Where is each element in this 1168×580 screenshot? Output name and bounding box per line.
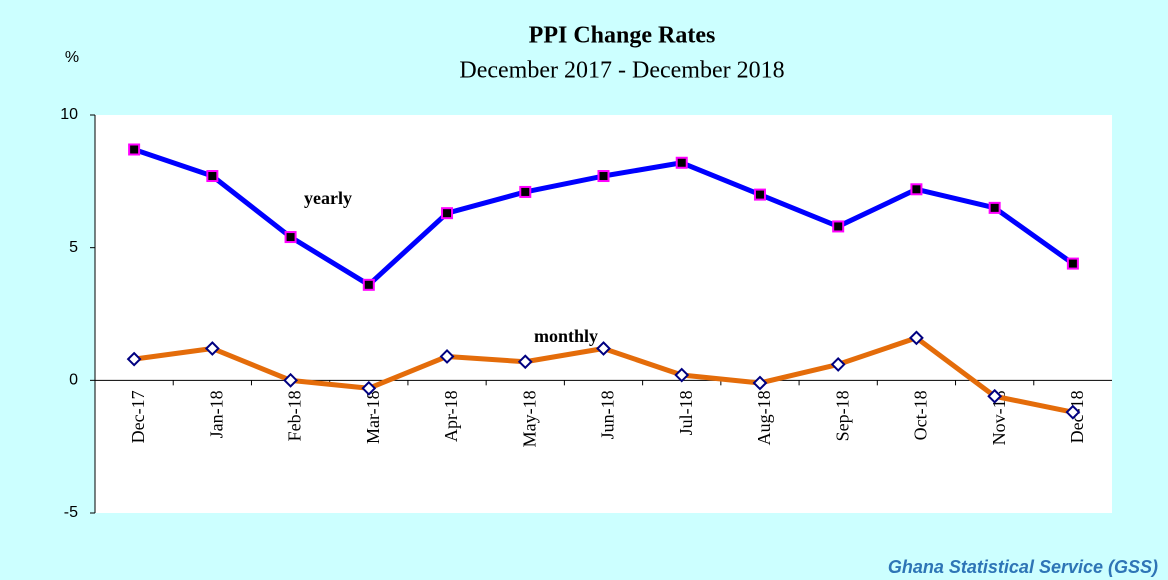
point-marker xyxy=(441,207,454,220)
point-marker xyxy=(1066,257,1079,270)
point-marker xyxy=(753,188,766,201)
point-marker xyxy=(517,354,533,370)
x-tick-label: Apr-18 xyxy=(441,390,461,442)
point-marker xyxy=(596,341,611,356)
x-tick-label: Feb-18 xyxy=(285,390,305,441)
source: Ghana Statistical Service (GSS) xyxy=(888,557,1158,577)
point-marker xyxy=(830,356,846,372)
chart-title: PPI Change Rates xyxy=(529,23,716,49)
x-tick-label: Aug-18 xyxy=(754,390,774,445)
series-label: yearly xyxy=(304,188,352,208)
point-marker xyxy=(439,349,455,364)
chart-subtitle: December 2017 - December 2018 xyxy=(459,58,784,84)
point-marker xyxy=(674,367,690,383)
point-marker xyxy=(1065,404,1081,420)
point-marker xyxy=(206,170,219,183)
x-tick-label: Jul-18 xyxy=(676,390,696,435)
x-tick-label: May-18 xyxy=(519,390,539,447)
point-marker xyxy=(675,156,688,169)
y-tick-label: -5 xyxy=(64,504,78,521)
x-tick-label: Nov-18 xyxy=(989,390,1009,445)
x-tick-label: Jan-18 xyxy=(206,390,226,438)
point-marker xyxy=(362,278,375,291)
y-axis-label: % xyxy=(65,49,79,66)
y-tick-label: 10 xyxy=(60,106,78,123)
point-marker xyxy=(284,231,297,244)
series-label: monthly xyxy=(534,326,598,346)
point-marker xyxy=(832,220,845,233)
x-tick-label: Dec-18 xyxy=(1067,390,1087,443)
point-marker xyxy=(128,143,141,156)
point-marker xyxy=(910,183,923,196)
x-tick-label: Oct-18 xyxy=(911,390,931,440)
y-tick-label: 0 xyxy=(69,372,78,389)
point-marker xyxy=(283,372,298,388)
point-marker xyxy=(988,201,1001,214)
y-tick-label: 5 xyxy=(69,239,78,256)
point-marker xyxy=(204,341,220,356)
x-tick-label: Mar-18 xyxy=(363,390,383,444)
point-marker xyxy=(597,170,610,183)
x-tick-label: Sep-18 xyxy=(832,390,852,441)
x-tick-label: Dec-17 xyxy=(128,390,148,443)
point-marker xyxy=(519,185,532,198)
point-marker xyxy=(909,330,924,346)
x-tick-label: Jun-18 xyxy=(598,390,618,439)
point-marker xyxy=(987,388,1003,404)
point-marker xyxy=(752,375,768,391)
point-marker xyxy=(361,380,377,396)
point-marker xyxy=(126,351,142,367)
